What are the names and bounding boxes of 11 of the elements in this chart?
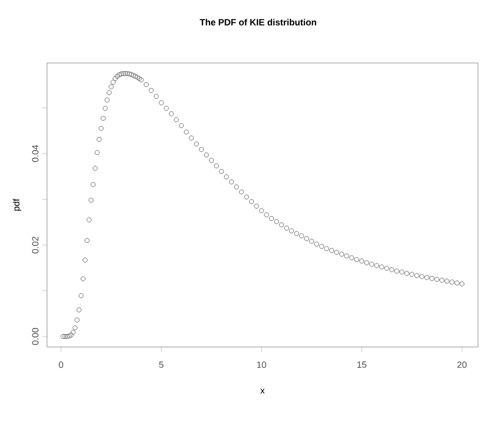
x-tick-label: 0 (58, 362, 64, 368)
y-axis-title: pdf (12, 198, 22, 211)
y-tick-label: 0.04 (32, 145, 38, 162)
y-tick-label: 0.02 (32, 236, 38, 254)
x-tick-label: 15 (357, 362, 366, 368)
x-axis-title: x (260, 388, 265, 394)
x-tick-label: 10 (257, 362, 266, 368)
x-tick-label: 20 (457, 362, 467, 368)
chart-title: The PDF of KIE distribution (200, 18, 316, 26)
x-tick-label: 5 (159, 362, 164, 368)
y-tick-label: 0.00 (32, 328, 38, 345)
